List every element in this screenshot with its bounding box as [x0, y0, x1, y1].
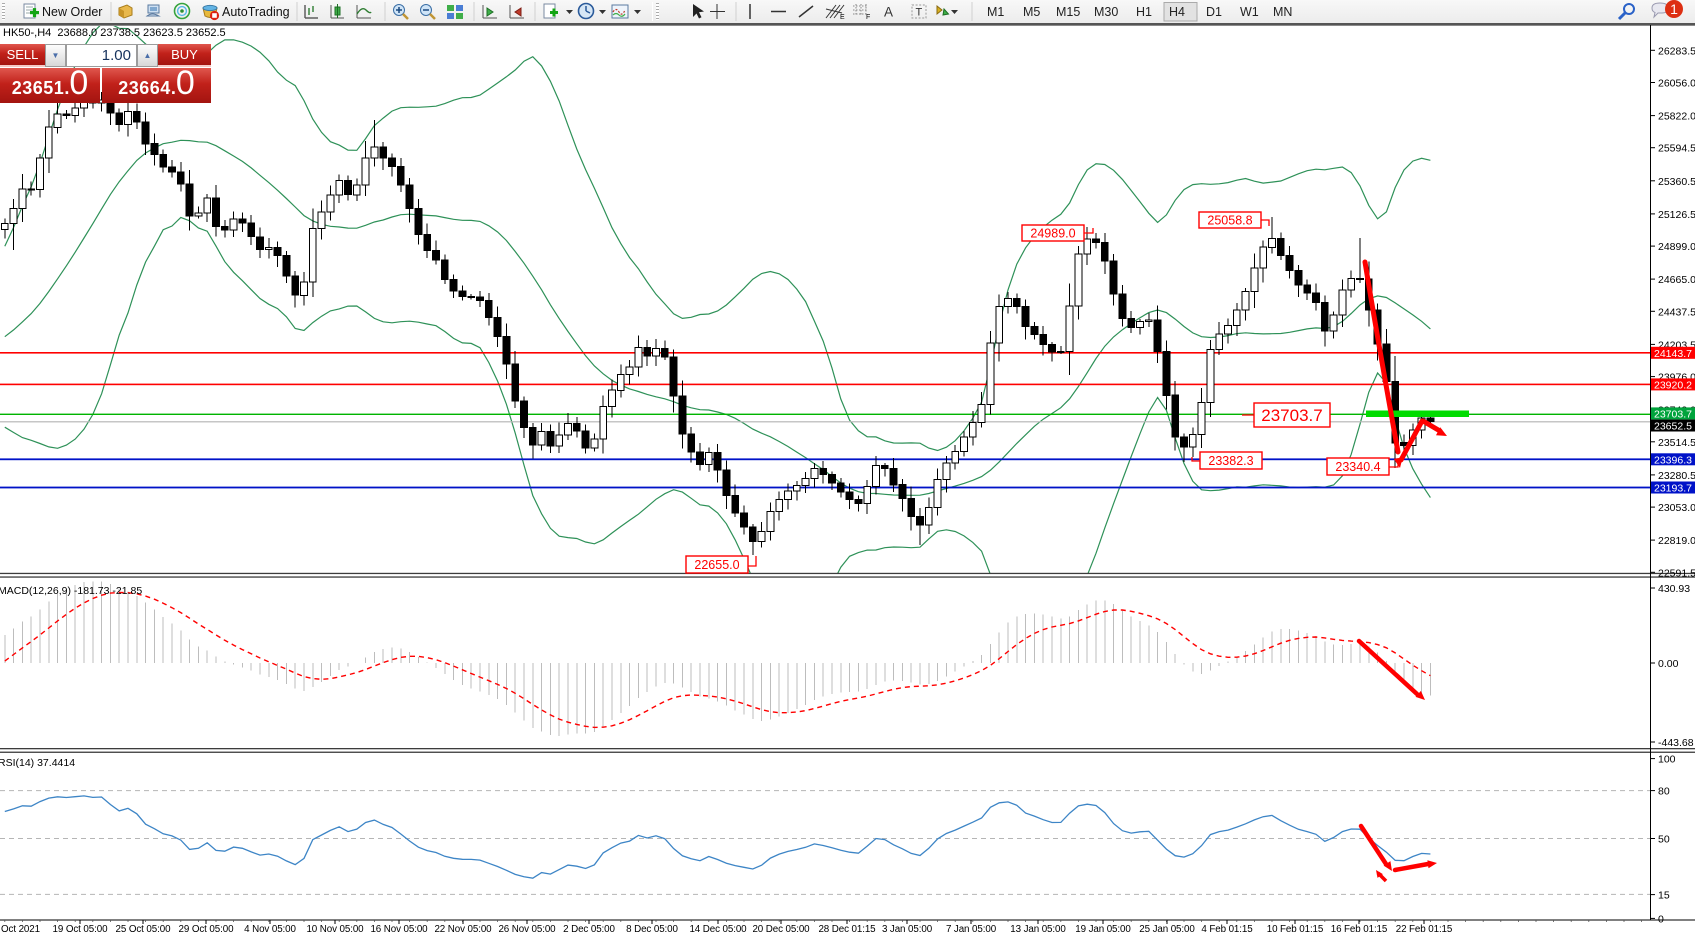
svg-text:25 Jan 05:00: 25 Jan 05:00	[1139, 924, 1195, 935]
svg-text:H4: H4	[1169, 5, 1185, 19]
svg-text:24437.5: 24437.5	[1658, 306, 1695, 318]
svg-text:22 Feb 01:15: 22 Feb 01:15	[1396, 924, 1453, 935]
svg-text:430.93: 430.93	[1658, 583, 1690, 595]
svg-text:16 Nov 05:00: 16 Nov 05:00	[370, 924, 428, 935]
svg-text:AutoTrading: AutoTrading	[222, 5, 290, 19]
svg-text:22655.0: 22655.0	[694, 558, 739, 572]
svg-text:24989.0: 24989.0	[1030, 227, 1075, 241]
svg-text:RSI(14) 37.4414: RSI(14) 37.4414	[0, 757, 75, 769]
svg-text:F: F	[866, 14, 870, 21]
svg-text:14 Dec 05:00: 14 Dec 05:00	[689, 924, 747, 935]
svg-text:M5: M5	[1023, 5, 1040, 19]
svg-text:13 Jan 05:00: 13 Jan 05:00	[1010, 924, 1066, 935]
svg-text:23703.7: 23703.7	[1654, 408, 1692, 420]
svg-text:23053.0: 23053.0	[1658, 502, 1695, 514]
svg-text:23920.2: 23920.2	[1654, 379, 1692, 391]
svg-text:22819.0: 22819.0	[1658, 535, 1695, 547]
svg-text:23396.3: 23396.3	[1654, 454, 1692, 466]
svg-text:7 Jan 05:00: 7 Jan 05:00	[946, 924, 997, 935]
svg-text:23280.5: 23280.5	[1658, 470, 1695, 482]
svg-text:22 Nov 05:00: 22 Nov 05:00	[434, 924, 492, 935]
svg-text:H1: H1	[1136, 5, 1152, 19]
svg-text:25 Oct 05:00: 25 Oct 05:00	[116, 924, 172, 935]
svg-text:15: 15	[1658, 890, 1670, 902]
svg-text:M1: M1	[987, 5, 1004, 19]
svg-text:100: 100	[1658, 754, 1676, 766]
svg-text:16 Feb 01:15: 16 Feb 01:15	[1331, 924, 1388, 935]
svg-text:10 Nov 05:00: 10 Nov 05:00	[306, 924, 364, 935]
svg-text:8 Dec 05:00: 8 Dec 05:00	[626, 924, 678, 935]
svg-text:1: 1	[1670, 1, 1678, 17]
svg-text:23193.7: 23193.7	[1654, 483, 1692, 495]
svg-text:3 Jan 05:00: 3 Jan 05:00	[882, 924, 933, 935]
svg-text:0: 0	[1658, 913, 1664, 925]
svg-text:10 Feb 01:15: 10 Feb 01:15	[1267, 924, 1324, 935]
svg-text:20 Dec 05:00: 20 Dec 05:00	[752, 924, 810, 935]
svg-text:29 Oct 05:00: 29 Oct 05:00	[179, 924, 235, 935]
svg-text:25058.8: 25058.8	[1207, 214, 1252, 228]
svg-text:New Order: New Order	[42, 5, 102, 19]
svg-text:T: T	[916, 7, 923, 19]
svg-text:19 Oct 05:00: 19 Oct 05:00	[53, 924, 109, 935]
svg-text:W1: W1	[1240, 5, 1259, 19]
svg-text:24143.7: 24143.7	[1654, 348, 1692, 360]
svg-text:23340.4: 23340.4	[1335, 460, 1380, 474]
svg-text:24899.0: 24899.0	[1658, 241, 1695, 253]
svg-text:4 Nov 05:00: 4 Nov 05:00	[244, 924, 296, 935]
svg-text:4 Feb 01:15: 4 Feb 01:15	[1201, 924, 1253, 935]
svg-text:M30: M30	[1094, 5, 1118, 19]
svg-text:23514.5: 23514.5	[1658, 437, 1695, 449]
svg-text:24665.0: 24665.0	[1658, 274, 1695, 286]
svg-text:M15: M15	[1056, 5, 1080, 19]
svg-text:19 Jan 05:00: 19 Jan 05:00	[1075, 924, 1131, 935]
svg-text:26283.5: 26283.5	[1658, 45, 1695, 57]
svg-text:50: 50	[1658, 834, 1670, 846]
svg-text:25594.5: 25594.5	[1658, 143, 1695, 155]
svg-text:26056.0: 26056.0	[1658, 78, 1695, 90]
svg-text:-443.68: -443.68	[1658, 737, 1694, 749]
svg-text:28 Dec 01:15: 28 Dec 01:15	[818, 924, 876, 935]
svg-text:25360.5: 25360.5	[1658, 176, 1695, 188]
svg-text:23703.7: 23703.7	[1261, 406, 1322, 425]
svg-text:26 Nov 05:00: 26 Nov 05:00	[498, 924, 556, 935]
svg-text:A: A	[884, 5, 893, 20]
svg-text:0.00: 0.00	[1658, 658, 1679, 670]
svg-text:23652.5: 23652.5	[1654, 421, 1692, 433]
svg-text:MACD(12,26,9) -181.73 -21.85: MACD(12,26,9) -181.73 -21.85	[0, 585, 142, 597]
svg-text:E: E	[840, 14, 845, 21]
svg-text:25126.5: 25126.5	[1658, 209, 1695, 221]
svg-text:2 Dec 05:00: 2 Dec 05:00	[563, 924, 615, 935]
svg-text:22591.5: 22591.5	[1658, 567, 1695, 579]
svg-text:23382.3: 23382.3	[1208, 454, 1253, 468]
svg-text:80: 80	[1658, 786, 1670, 798]
svg-text:25822.0: 25822.0	[1658, 111, 1695, 123]
svg-text:D1: D1	[1206, 5, 1222, 19]
svg-text:MN: MN	[1273, 5, 1292, 19]
svg-text:Oct 2021: Oct 2021	[1, 924, 40, 935]
